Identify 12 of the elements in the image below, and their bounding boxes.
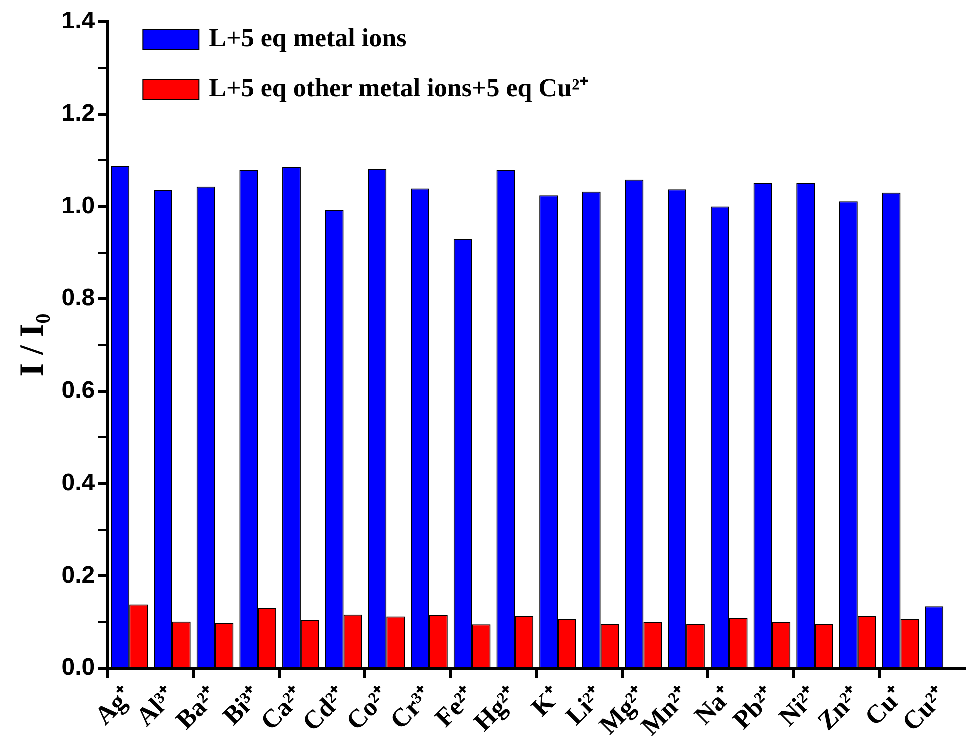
y-tick-label: 1.4: [62, 8, 96, 35]
legend-label: L+5 eq other metal ions+5 eq Cu²⁺: [209, 74, 589, 103]
y-tick-label: 1.0: [62, 192, 96, 220]
y-tick-label: 1.2: [62, 100, 96, 127]
x-tick-label: Ag⁺: [89, 681, 139, 730]
legend-label: L+5 eq metal ions: [209, 24, 407, 53]
y-tick-label: 0.8: [62, 284, 96, 312]
y-tick-label: 0.4: [62, 469, 96, 496]
y-axis-title: I / I₀: [14, 314, 52, 377]
y-tick-label: 0.0: [62, 654, 96, 682]
y-tick-label: 0.2: [62, 562, 96, 589]
y-tick-label: 0.6: [62, 377, 96, 404]
